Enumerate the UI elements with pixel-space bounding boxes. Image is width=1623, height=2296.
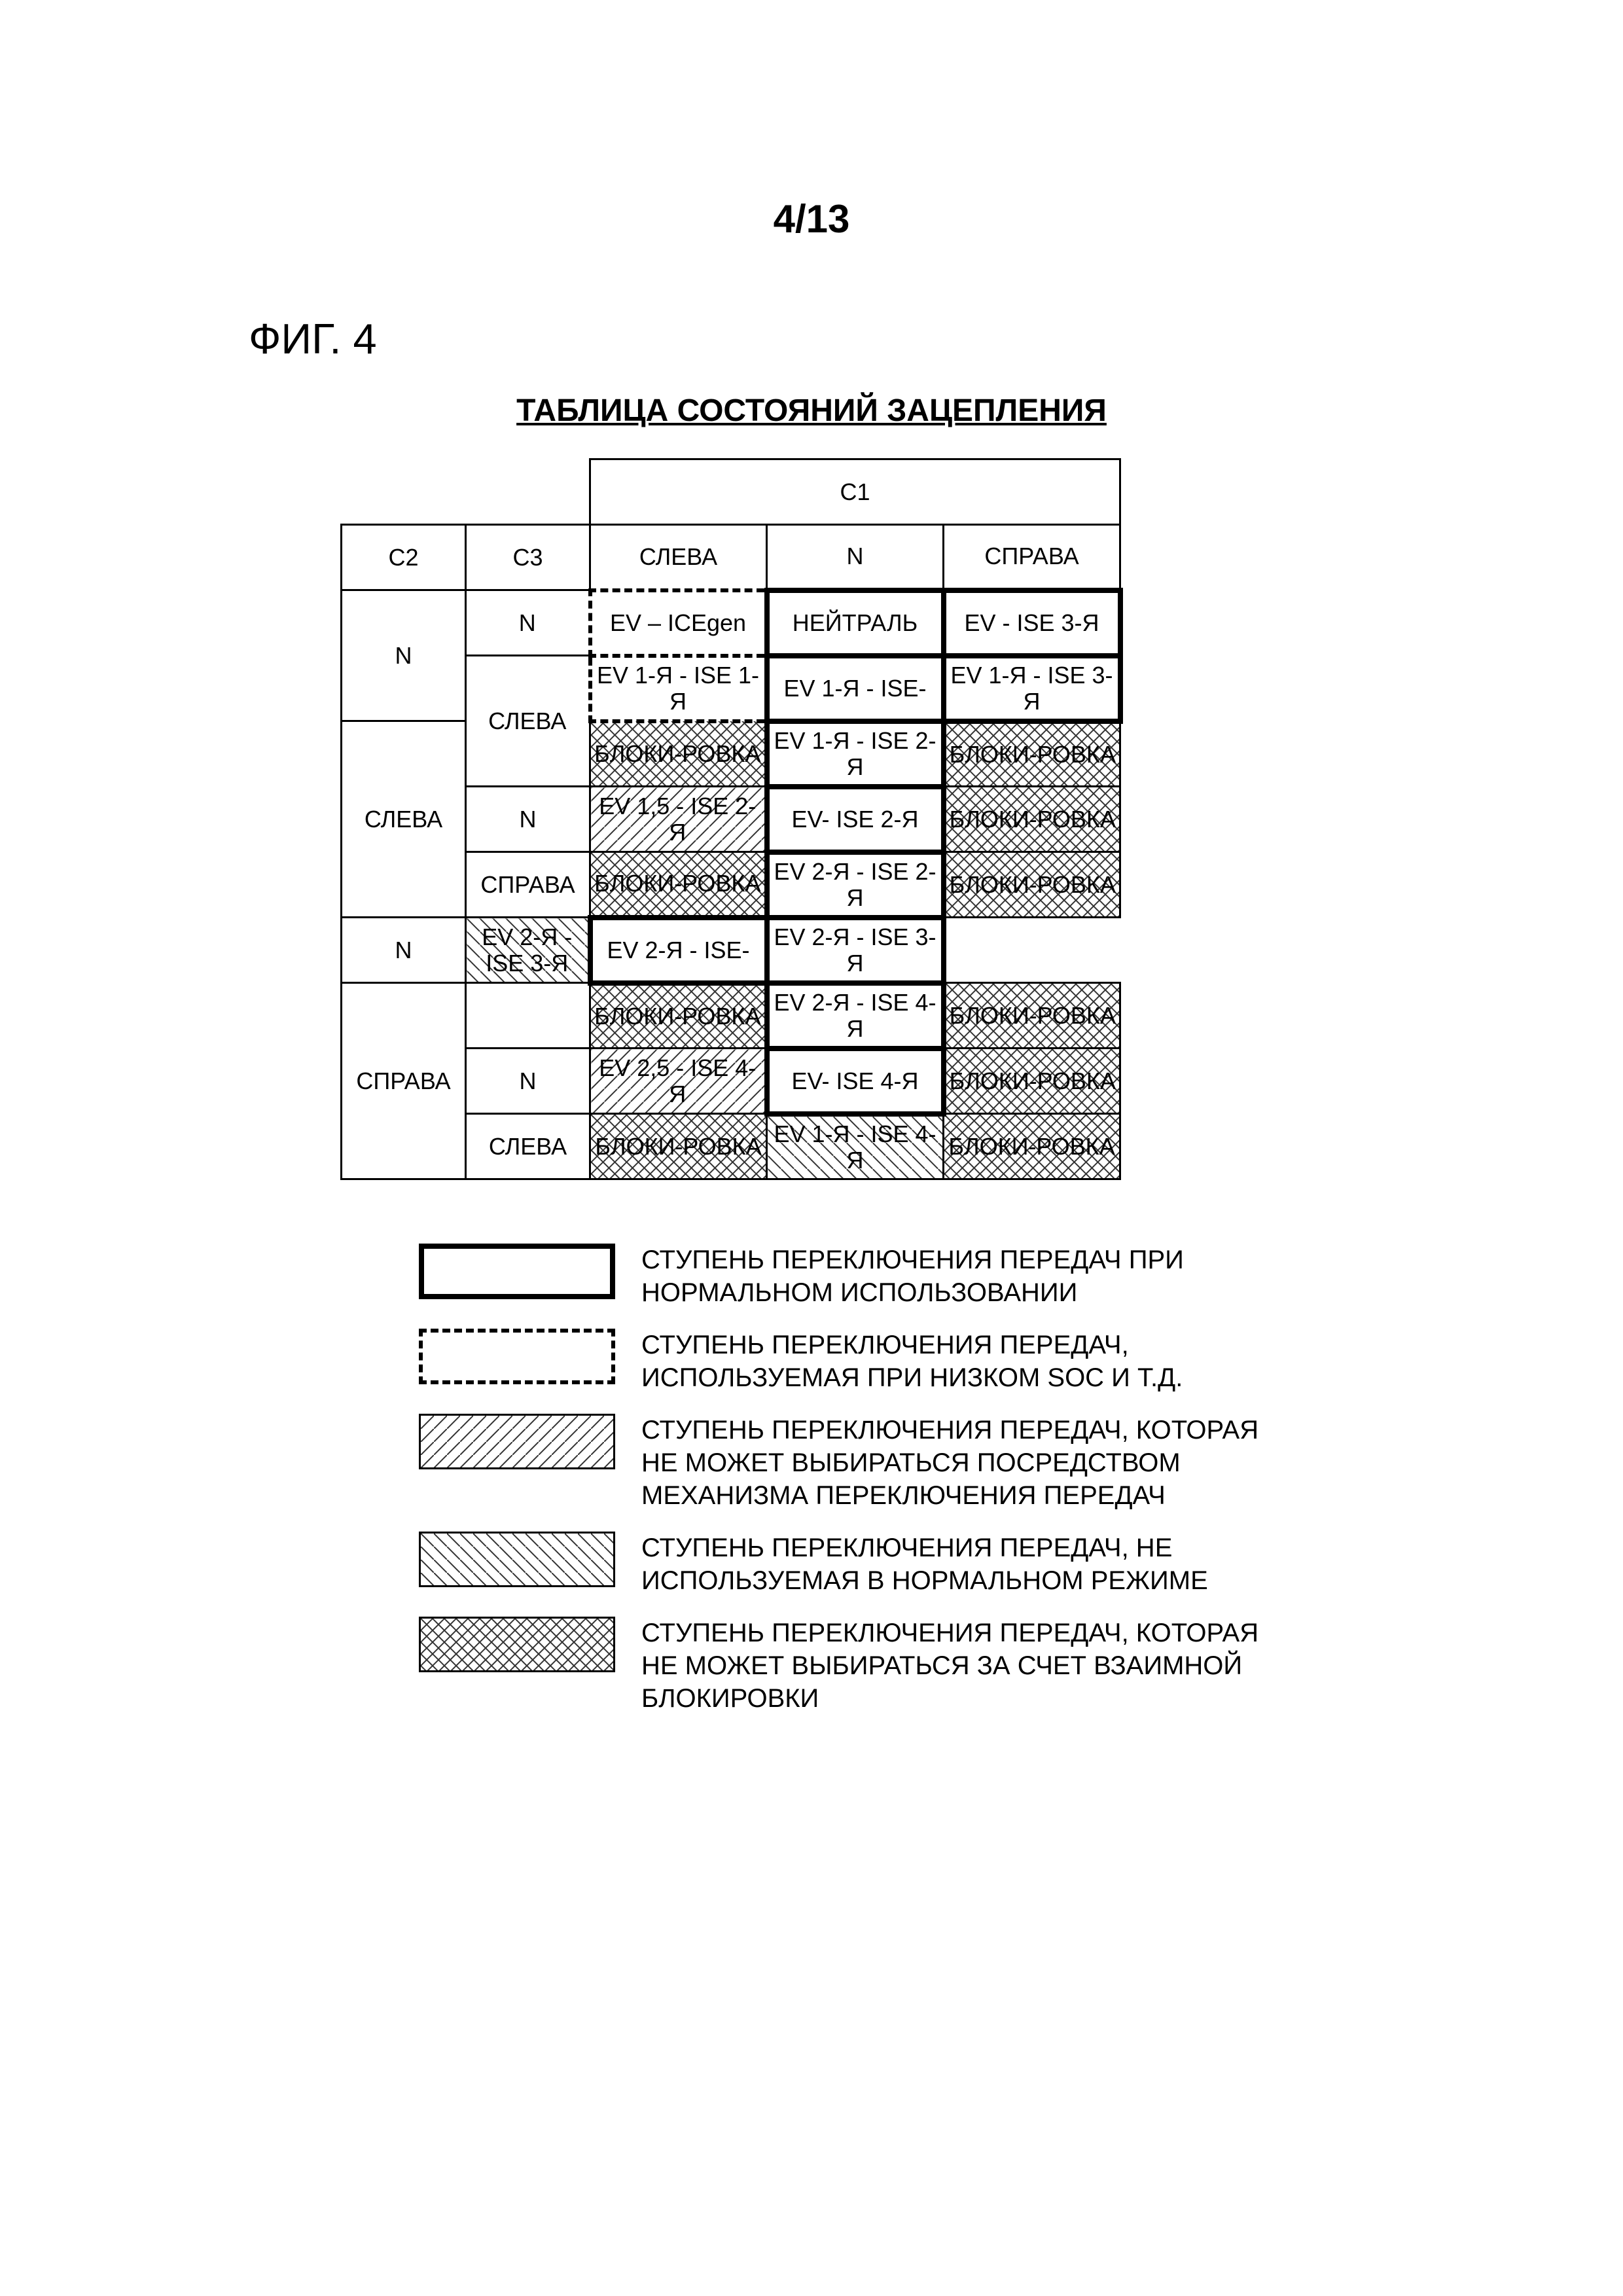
legend-row: СТУПЕНЬ ПЕРЕКЛЮЧЕНИЯ ПЕРЕДАЧ, ИСПОЛЬЗУЕМ… — [419, 1329, 1335, 1394]
state-cell: БЛОКИ-РОВКА — [944, 1114, 1120, 1179]
legend-row: СТУПЕНЬ ПЕРЕКЛЮЧЕНИЯ ПЕРЕДАЧ, НЕ ИСПОЛЬЗ… — [419, 1532, 1335, 1597]
state-cell: EV 1-Я - ISE 2-Я — [767, 721, 944, 787]
header-c1: C1 — [590, 459, 1120, 525]
c2-cell: N — [342, 590, 466, 721]
c3-cell: СПРАВА — [466, 852, 590, 918]
legend-text: СТУПЕНЬ ПЕРЕКЛЮЧЕНИЯ ПЕРЕДАЧ, ИСПОЛЬЗУЕМ… — [641, 1329, 1296, 1394]
state-cell: БЛОКИ-РОВКА — [944, 983, 1120, 1049]
c2-cell: СПРАВА — [342, 983, 466, 1179]
state-cell: БЛОКИ-РОВКА — [590, 721, 767, 787]
header-c2: C2 — [342, 525, 466, 590]
header-c3: C3 — [466, 525, 590, 590]
header-right: СПРАВА — [944, 525, 1120, 590]
state-cell: EV 1-Я - ISE 1-Я — [590, 656, 767, 721]
state-cell: БЛОКИ-РОВКА — [590, 1114, 767, 1179]
legend-row: СТУПЕНЬ ПЕРЕКЛЮЧЕНИЯ ПЕРЕДАЧ ПРИ НОРМАЛЬ… — [419, 1244, 1335, 1309]
engagement-table: C1C2C3СЛЕВАNСПРАВАNNEV – ICEgenНЕЙТРАЛЬE… — [340, 458, 1123, 1180]
state-cell: БЛОКИ-РОВКА — [944, 1049, 1120, 1114]
state-cell: EV – ICEgen — [590, 590, 767, 656]
state-cell: EV- ISE 4-Я — [767, 1049, 944, 1114]
legend-row: СТУПЕНЬ ПЕРЕКЛЮЧЕНИЯ ПЕРЕДАЧ, КОТОРАЯ НЕ… — [419, 1414, 1335, 1512]
c3-cell: СЛЕВА — [466, 1114, 590, 1179]
c3-cell: N — [466, 590, 590, 656]
state-cell: EV 2-Я - ISE 2-Я — [767, 852, 944, 918]
state-cell: EV 1-Я - ISE 3-Я — [944, 656, 1120, 721]
state-cell: БЛОКИ-РОВКА — [590, 852, 767, 918]
legend-text: СТУПЕНЬ ПЕРЕКЛЮЧЕНИЯ ПЕРЕДАЧ, НЕ ИСПОЛЬЗ… — [641, 1532, 1296, 1597]
legend-text: СТУПЕНЬ ПЕРЕКЛЮЧЕНИЯ ПЕРЕДАЧ ПРИ НОРМАЛЬ… — [641, 1244, 1296, 1309]
state-cell: БЛОКИ-РОВКА — [944, 721, 1120, 787]
header-n: N — [767, 525, 944, 590]
state-cell: EV 1-Я - ISE 4-Я — [767, 1114, 944, 1179]
legend-swatch — [419, 1244, 615, 1299]
page-number: 4/13 — [774, 196, 850, 242]
state-cell: EV 2-Я - ISE 3-Я — [466, 918, 590, 983]
c3-cell: N — [466, 787, 590, 852]
legend-swatch — [419, 1414, 615, 1469]
c2-cell: СЛЕВА — [342, 721, 466, 918]
c3-cell: СЛЕВА — [466, 656, 590, 787]
table-title: ТАБЛИЦА СОСТОЯНИЙ ЗАЦЕПЛЕНИЯ — [516, 393, 1107, 429]
legend: СТУПЕНЬ ПЕРЕКЛЮЧЕНИЯ ПЕРЕДАЧ ПРИ НОРМАЛЬ… — [419, 1244, 1335, 1734]
legend-swatch — [419, 1329, 615, 1384]
c3-cell: N — [466, 1049, 590, 1114]
legend-swatch — [419, 1617, 615, 1672]
legend-swatch — [419, 1532, 615, 1587]
state-cell: EV- ISE 2-Я — [767, 787, 944, 852]
legend-text: СТУПЕНЬ ПЕРЕКЛЮЧЕНИЯ ПЕРЕДАЧ, КОТОРАЯ НЕ… — [641, 1414, 1296, 1512]
state-cell: EV 2,5 - ISE 4-Я — [590, 1049, 767, 1114]
state-cell: EV 2-Я - ISE 4-Я — [767, 983, 944, 1049]
c3-cell — [466, 983, 590, 1049]
state-cell: EV 1-Я - ISE- — [767, 656, 944, 721]
state-cell: БЛОКИ-РОВКА — [944, 787, 1120, 852]
state-cell: EV - ISE 3-Я — [944, 590, 1120, 656]
state-cell: БЛОКИ-РОВКА — [944, 852, 1120, 918]
state-cell: EV 2-Я - ISE- — [590, 918, 767, 983]
state-cell: НЕЙТРАЛЬ — [767, 590, 944, 656]
header-left: СЛЕВА — [590, 525, 767, 590]
legend-row: СТУПЕНЬ ПЕРЕКЛЮЧЕНИЯ ПЕРЕДАЧ, КОТОРАЯ НЕ… — [419, 1617, 1335, 1715]
legend-text: СТУПЕНЬ ПЕРЕКЛЮЧЕНИЯ ПЕРЕДАЧ, КОТОРАЯ НЕ… — [641, 1617, 1296, 1715]
state-cell: EV 2-Я - ISE 3-Я — [767, 918, 944, 983]
figure-label: ФИГ. 4 — [249, 314, 377, 363]
state-cell: EV 1,5 - ISE 2-Я — [590, 787, 767, 852]
state-cell: БЛОКИ-РОВКА — [590, 983, 767, 1049]
c2-cell: N — [342, 918, 466, 983]
